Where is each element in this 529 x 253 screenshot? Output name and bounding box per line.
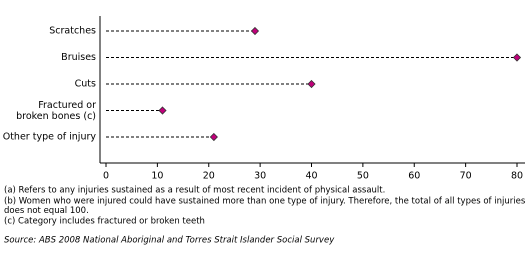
footnote: (b) Women who were injured could have su… (4, 196, 526, 216)
dot (158, 106, 167, 115)
x-tick-label: 20 (203, 171, 215, 182)
y-tick-label: Other type of injury (3, 132, 97, 143)
x-tick-label: 50 (357, 171, 369, 182)
text-line: does not equal 100. (4, 205, 89, 215)
source: Source: ABS 2008 National Aboriginal and… (4, 236, 335, 246)
text-line: Fractured or (38, 100, 96, 111)
x-tick-label: 0 (103, 171, 109, 182)
text-line: (b) Women who were injured could have su… (4, 196, 526, 206)
y-tick-label: Cuts (75, 79, 96, 90)
dot (307, 79, 316, 89)
footnote: (c) Category includes fractured or broke… (4, 216, 205, 226)
footnote: (a) Refers to any injuries sustained as … (4, 186, 385, 196)
dot (209, 132, 218, 142)
x-tick-label: 30 (254, 171, 266, 182)
x-tick-label: 10 (151, 171, 163, 182)
x-tick-label: 70 (460, 171, 472, 182)
text-line: broken bones (c) (16, 111, 96, 122)
x-tick-label: 40 (305, 171, 317, 182)
x-tick-label: 60 (408, 171, 420, 182)
x-tick-label: 80 (511, 171, 523, 182)
dot (512, 53, 522, 62)
y-tick-label: Scratches (49, 26, 96, 37)
dot (250, 26, 260, 36)
y-tick-label: Bruises (61, 52, 96, 63)
y-tick-label: Fractured or broken bones (c) (16, 100, 96, 122)
